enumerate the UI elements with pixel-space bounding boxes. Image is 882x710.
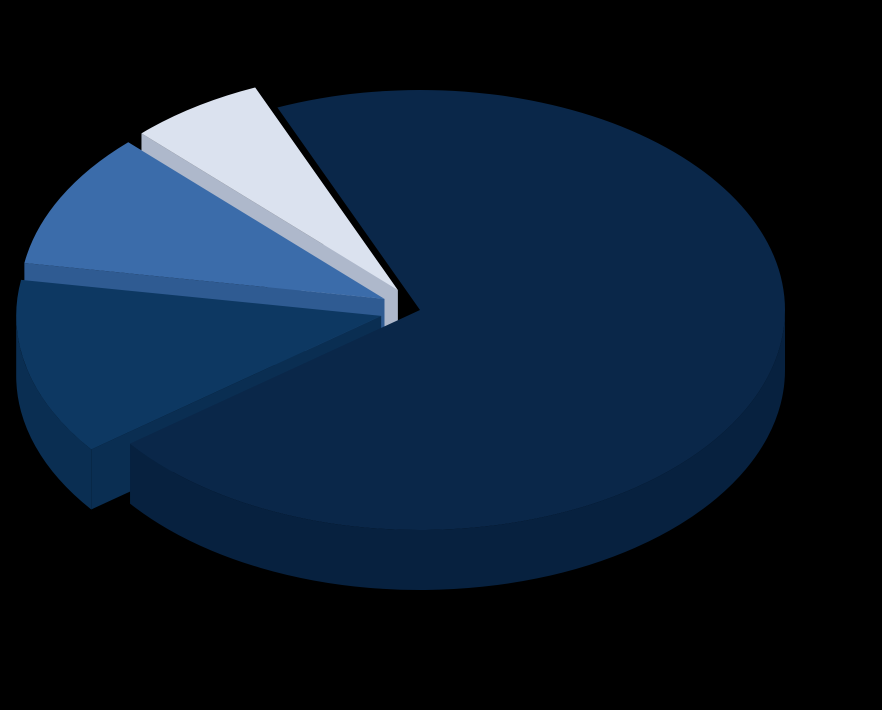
pie-chart [0, 0, 882, 710]
